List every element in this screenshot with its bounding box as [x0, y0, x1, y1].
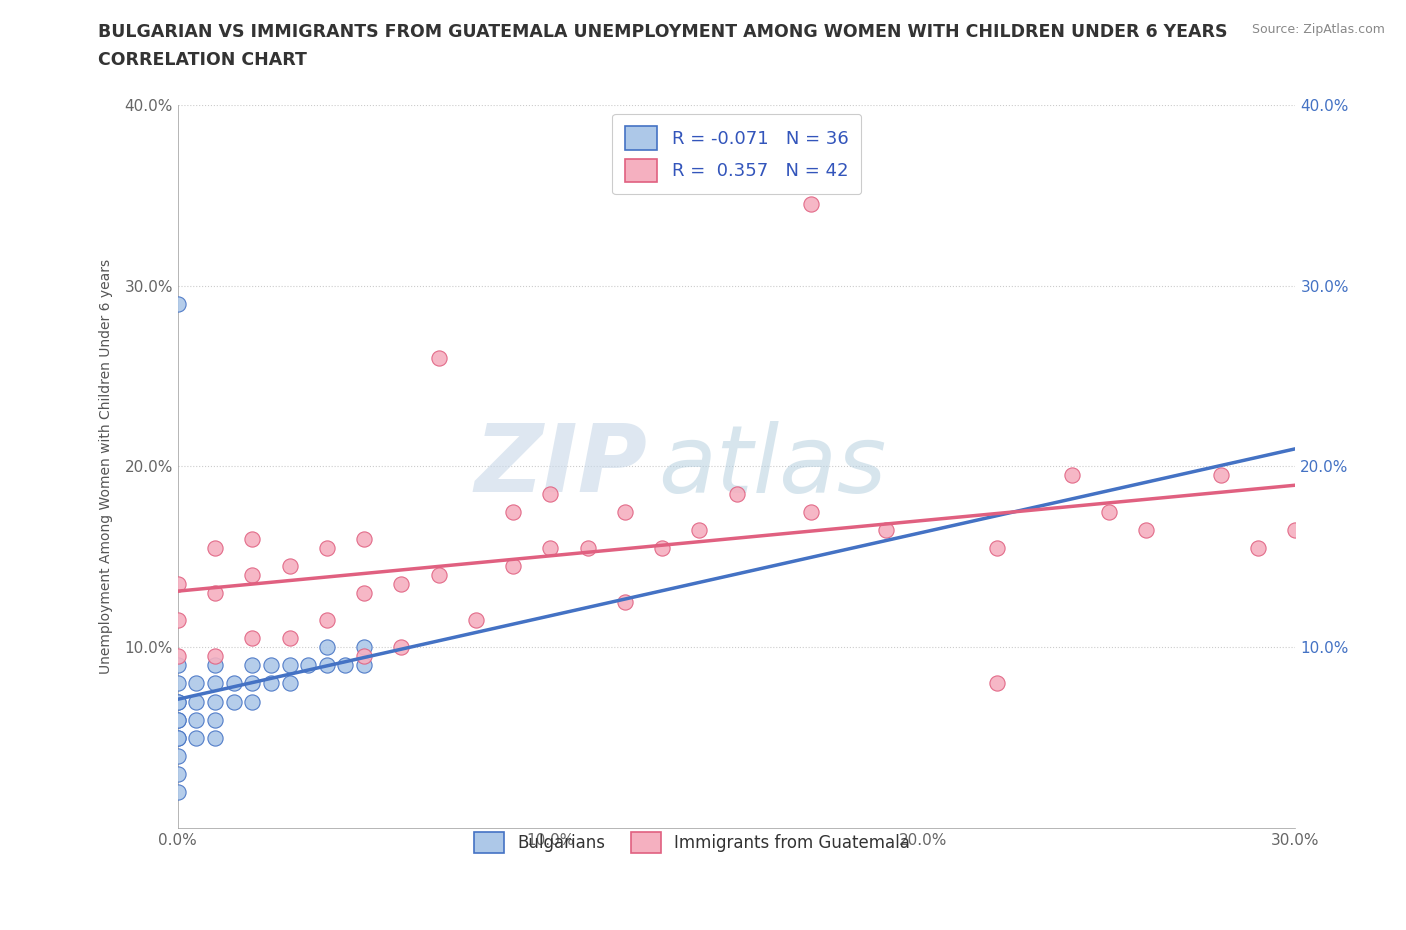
Point [353, 640, 375, 655]
Point [166, 694, 188, 709]
Point [1060, 468, 1083, 483]
Point [240, 567, 263, 582]
Point [389, 640, 412, 655]
Point [260, 658, 283, 672]
Point [315, 658, 337, 672]
Point [204, 658, 226, 672]
Point [204, 586, 226, 601]
Text: Source: ZipAtlas.com: Source: ZipAtlas.com [1251, 23, 1385, 36]
Text: BULGARIAN VS IMMIGRANTS FROM GUATEMALA UNEMPLOYMENT AMONG WOMEN WITH CHILDREN UN: BULGARIAN VS IMMIGRANTS FROM GUATEMALA U… [98, 23, 1227, 41]
Point [800, 197, 823, 212]
Point [353, 586, 375, 601]
Point [240, 631, 263, 645]
Point [240, 658, 263, 672]
Point [166, 766, 188, 781]
Point [166, 730, 188, 745]
Point [166, 577, 188, 591]
Text: CORRELATION CHART: CORRELATION CHART [98, 51, 308, 69]
Point [538, 540, 561, 555]
Point [353, 649, 375, 664]
Point [986, 540, 1008, 555]
Point [688, 523, 710, 538]
Point [427, 567, 450, 582]
Point [186, 676, 208, 691]
Point [204, 676, 226, 691]
Point [166, 712, 188, 727]
Point [204, 540, 226, 555]
Point [576, 540, 599, 555]
Point [1135, 523, 1157, 538]
Point [278, 676, 301, 691]
Point [186, 712, 208, 727]
Legend: Bulgarians, Immigrants from Guatemala: Bulgarians, Immigrants from Guatemala [468, 825, 917, 859]
Point [222, 676, 245, 691]
Point [353, 658, 375, 672]
Point [240, 531, 263, 546]
Point [297, 658, 319, 672]
Point [427, 351, 450, 365]
Y-axis label: Unemployment Among Women with Children Under 6 years: Unemployment Among Women with Children U… [100, 259, 114, 674]
Point [166, 613, 188, 628]
Point [800, 504, 823, 519]
Point [389, 577, 412, 591]
Point [464, 613, 486, 628]
Point [353, 531, 375, 546]
Point [260, 676, 283, 691]
Point [725, 486, 748, 501]
Point [278, 631, 301, 645]
Point [315, 640, 337, 655]
Point [278, 558, 301, 573]
Point [186, 694, 208, 709]
Point [166, 694, 188, 709]
Point [166, 712, 188, 727]
Point [875, 523, 897, 538]
Point [613, 594, 636, 609]
Point [335, 658, 357, 672]
Point [1284, 523, 1306, 538]
Point [315, 540, 337, 555]
Point [1098, 504, 1121, 519]
Point [613, 504, 636, 519]
Point [1247, 540, 1270, 555]
Point [166, 749, 188, 764]
Point [166, 297, 188, 312]
Point [186, 730, 208, 745]
Text: atlas: atlas [658, 421, 887, 512]
Point [986, 676, 1008, 691]
Point [166, 658, 188, 672]
Point [240, 694, 263, 709]
Text: ZIP: ZIP [474, 420, 647, 512]
Point [204, 712, 226, 727]
Point [1209, 468, 1232, 483]
Point [502, 558, 524, 573]
Point [204, 730, 226, 745]
Point [166, 649, 188, 664]
Point [204, 649, 226, 664]
Point [166, 785, 188, 800]
Point [166, 730, 188, 745]
Point [278, 658, 301, 672]
Point [204, 694, 226, 709]
Point [222, 694, 245, 709]
Point [538, 486, 561, 501]
Point [315, 613, 337, 628]
Point [166, 676, 188, 691]
Point [240, 676, 263, 691]
Point [651, 540, 673, 555]
Point [502, 504, 524, 519]
